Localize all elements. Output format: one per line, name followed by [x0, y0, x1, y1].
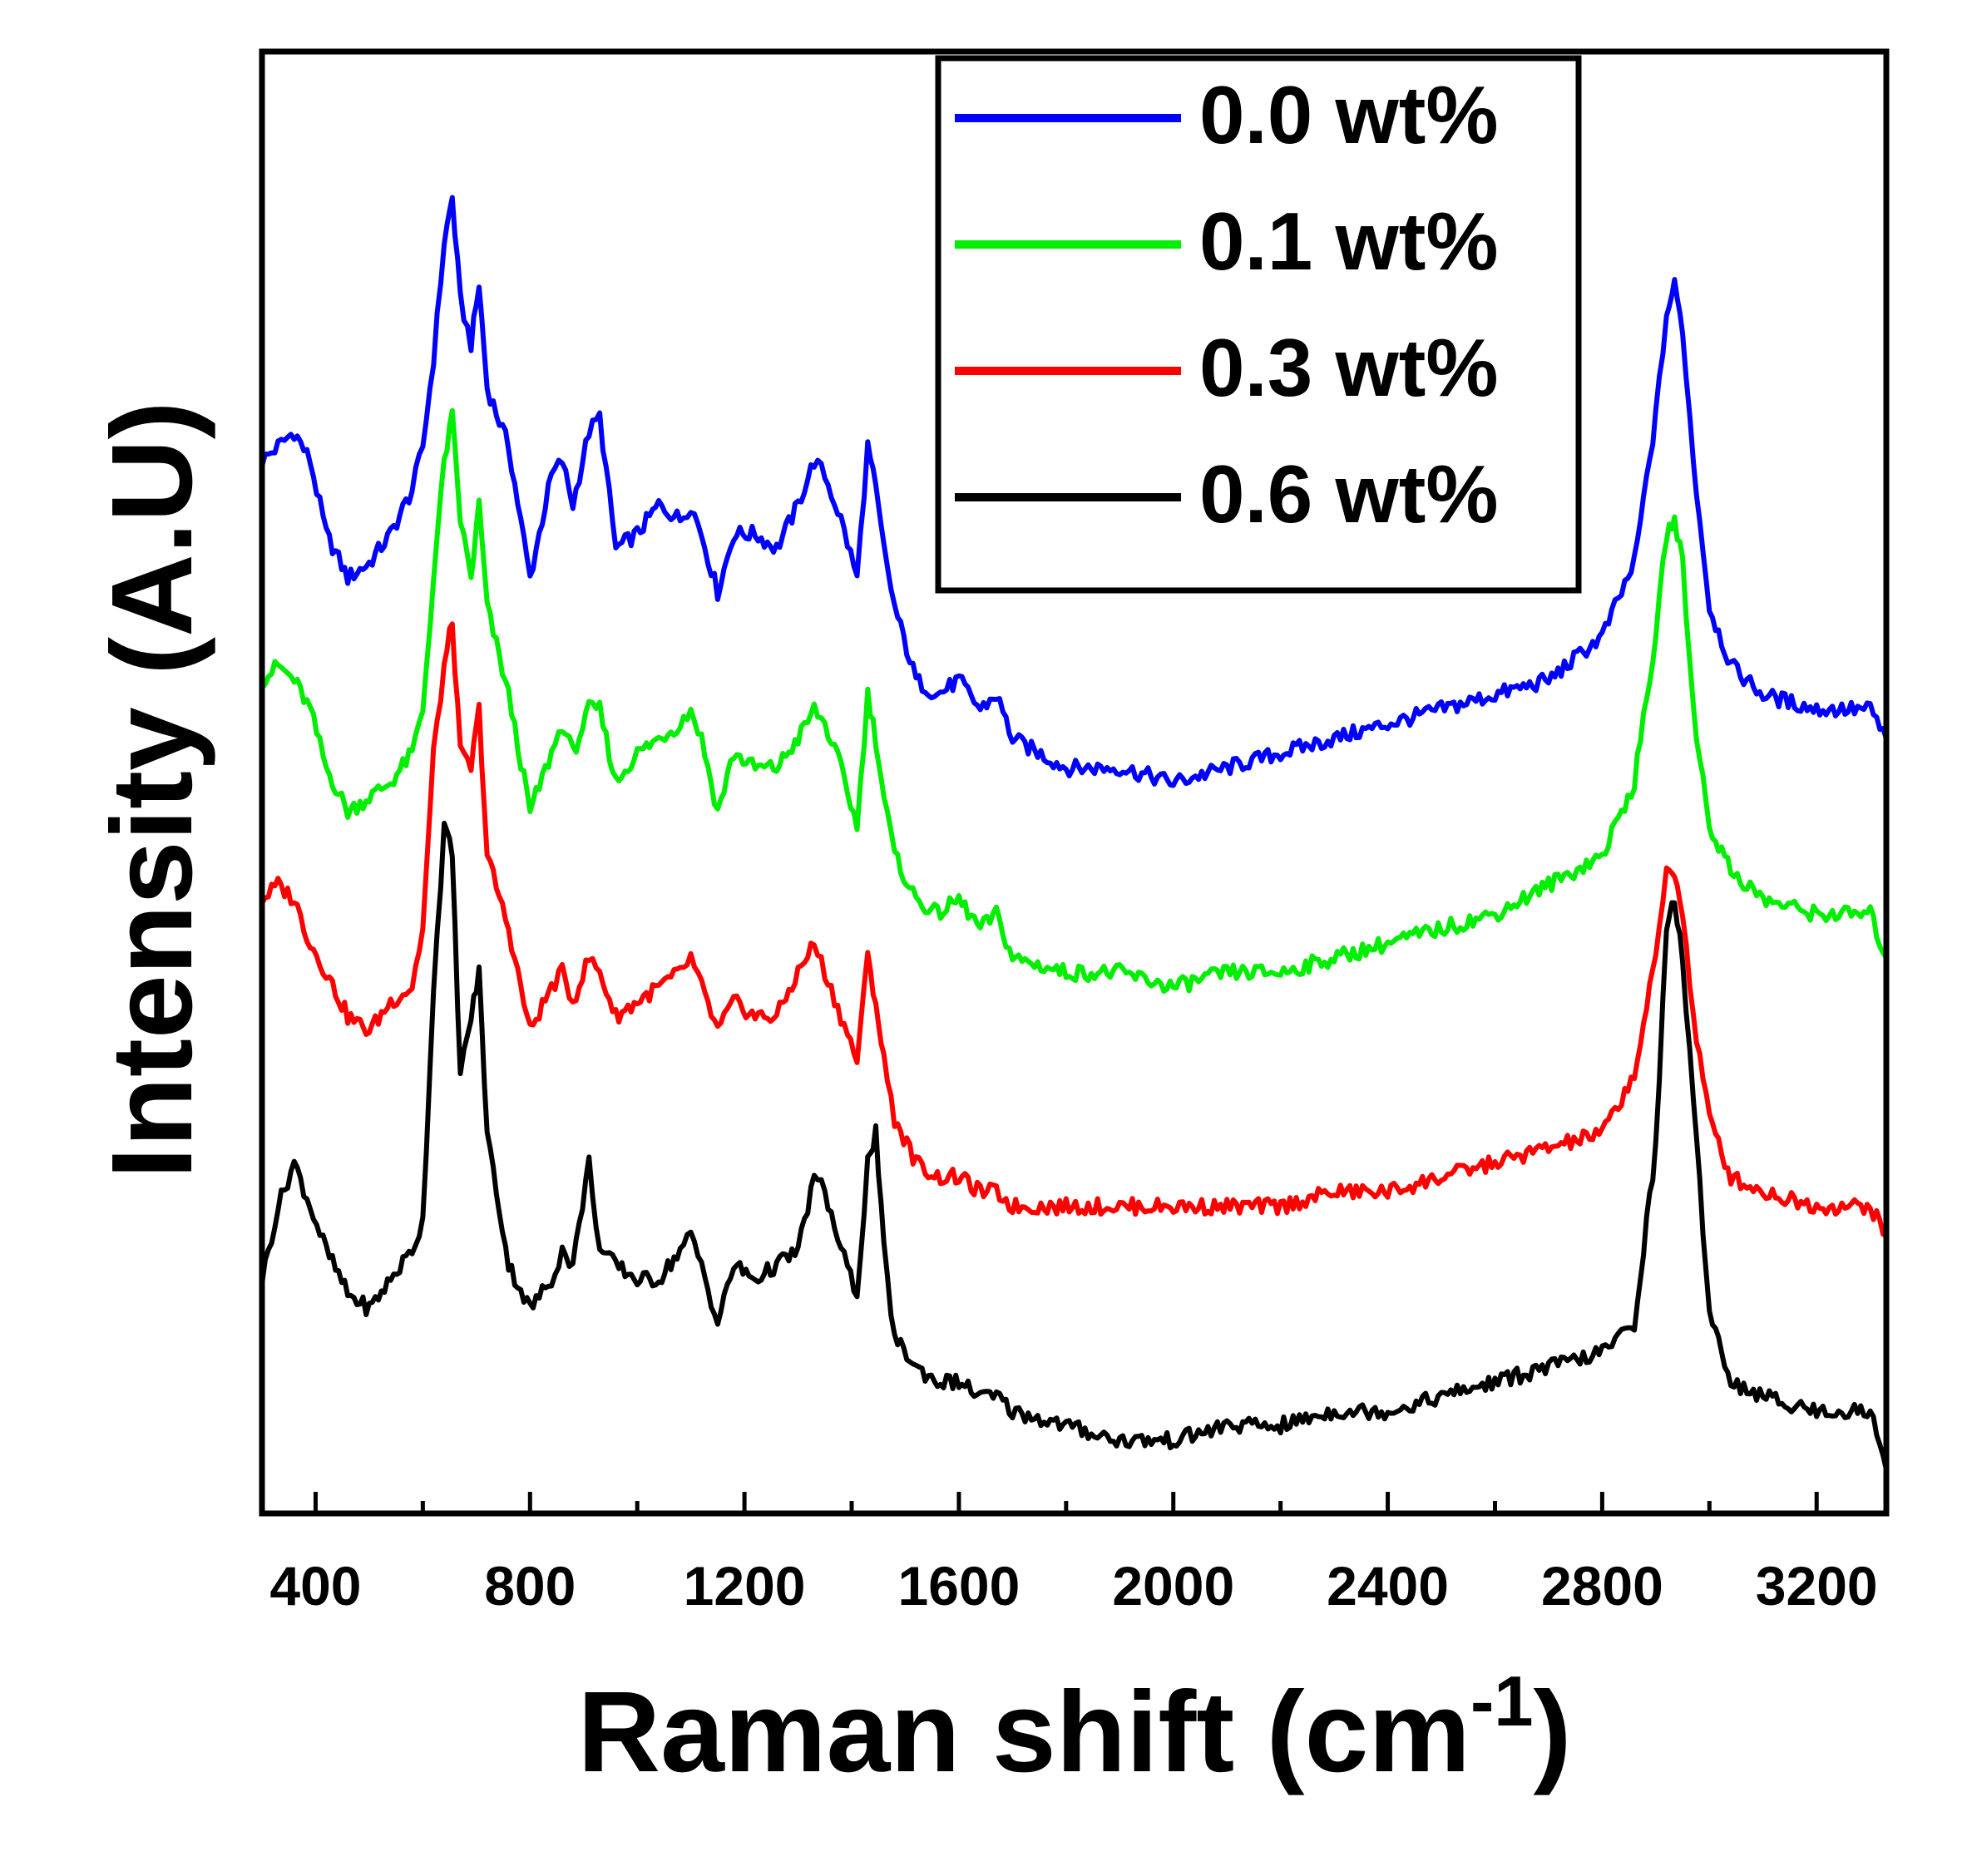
- x-axis-title: Raman shift (cm-1): [577, 1662, 1571, 1796]
- legend-label-1: 0.1 wt%: [1199, 195, 1498, 287]
- x-axis-tick-labels: 400 800 1200 1600 2000 2400 2800 3200: [269, 1555, 1877, 1617]
- x-tick-label-2000: 2000: [1112, 1555, 1234, 1617]
- legend-label-2: 0.3 wt%: [1199, 322, 1498, 413]
- plot-area-frame: [259, 48, 1890, 1517]
- x-tick-label-800: 800: [484, 1555, 576, 1617]
- x-tick-label-3200: 3200: [1756, 1555, 1878, 1617]
- x-axis-ticks: [313, 1492, 1819, 1513]
- x-axis-title-suffix: ): [1534, 1668, 1572, 1796]
- x-tick-label-2800: 2800: [1541, 1555, 1663, 1617]
- series-line-0-6-wt: [259, 821, 1889, 1473]
- x-tick-label-1200: 1200: [684, 1555, 806, 1617]
- x-axis-title-superscript: -1: [1470, 1662, 1534, 1741]
- x-tick-label-400: 400: [269, 1555, 361, 1617]
- series-line-0-1-wt: [259, 407, 1889, 995]
- y-axis-title: Intensity (A.U): [88, 401, 216, 1178]
- series-layer: [259, 195, 1889, 1473]
- legend: 0.0 wt% 0.1 wt% 0.3 wt% 0.6 wt%: [935, 55, 1582, 594]
- x-axis-title-main: Raman shift (cm: [577, 1668, 1470, 1796]
- legend-label-3: 0.6 wt%: [1199, 448, 1498, 540]
- legend-box: [935, 55, 1582, 594]
- legend-entries: 0.0 wt% 0.1 wt% 0.3 wt% 0.6 wt%: [955, 69, 1498, 540]
- legend-label-0: 0.0 wt%: [1199, 69, 1498, 160]
- series-line-0-3-wt: [259, 621, 1889, 1238]
- series-line-0-0-wt: [259, 195, 1889, 788]
- x-tick-label-2400: 2400: [1327, 1555, 1449, 1617]
- x-tick-label-1600: 1600: [898, 1555, 1021, 1617]
